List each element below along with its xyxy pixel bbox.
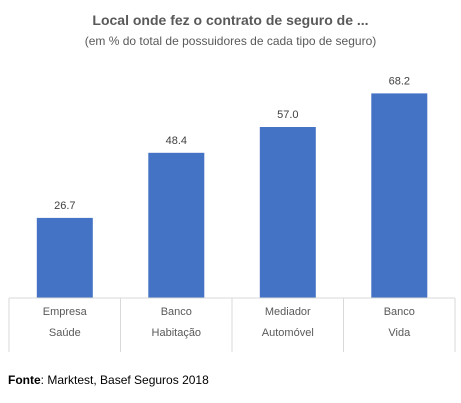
bar-2 [259,127,316,298]
data-label-3: 68.2 [389,75,410,87]
category-label-3-1: Vida [388,327,411,339]
category-label-2-0: Mediador [265,306,311,318]
data-label-0: 26.7 [54,200,75,212]
bar-3 [371,93,428,299]
category-label-1-0: Banco [161,306,192,318]
chart-subtitle: (em % do total de possuidores de cada ti… [84,34,377,48]
source-note: Fonte: Marktest, Basef Seguros 2018 [8,373,209,387]
data-label-2: 57.0 [277,109,298,121]
category-label-3-0: Banco [384,306,415,318]
chart-title: Local onde fez o contrato de seguro de .… [92,12,369,28]
source-text: : Marktest, Basef Seguros 2018 [40,373,209,387]
category-label-0-1: Saúde [49,327,81,339]
data-labels-layer: 26.7 48.4 57.0 68.2 [54,75,410,212]
bar-1 [148,152,205,298]
category-axis-table: Empresa Saúde Banco Habitação Mediador Automó… [8,297,456,352]
bars-layer [36,93,428,299]
bar-0 [36,217,93,298]
category-label-0-0: Empresa [43,306,88,318]
bar-chart: 26.7 48.4 57.0 68.2 Empresa Saúde Banco Habita… [8,75,456,352]
category-label-2-1: Automóvel [262,327,314,339]
data-label-1: 48.4 [166,135,187,147]
category-label-1-1: Habitação [152,327,202,339]
source-label: Fonte [8,373,41,387]
